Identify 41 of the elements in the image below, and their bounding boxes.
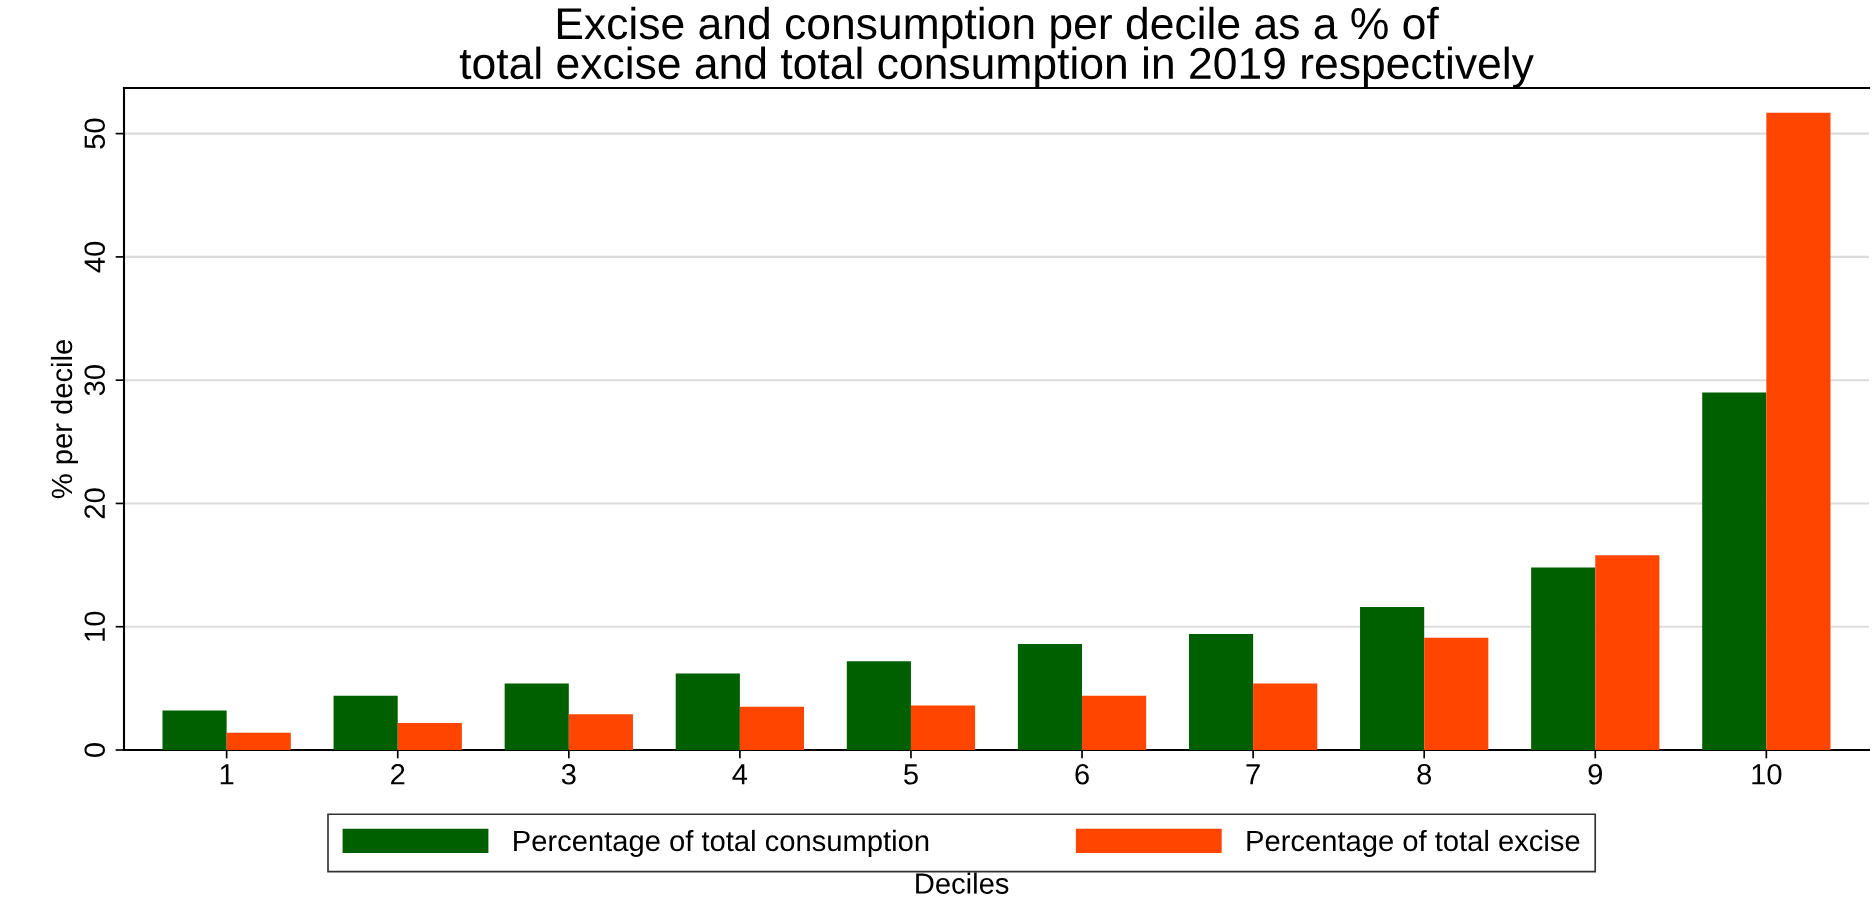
bar [397, 722, 462, 750]
bar [568, 714, 633, 750]
y-tick-label: 30 [84, 365, 106, 396]
bar [675, 673, 740, 750]
legend-label: Percentage of total consumption [514, 829, 929, 858]
bar [1766, 112, 1831, 750]
bar [1595, 555, 1660, 750]
x-tick-label: 8 [1417, 763, 1432, 785]
chart-title: Excise and consumption per decile as a % of total excise and total consumption in 2019 respectively [459, 6, 1534, 88]
bar [226, 732, 291, 750]
bar [846, 661, 911, 750]
bar [1531, 567, 1596, 750]
x-tick-label: 10 [1752, 763, 1782, 785]
legend-label: Percentage of total excise [1247, 829, 1580, 858]
bar [504, 683, 569, 750]
bar [162, 710, 227, 750]
y-tick-label: 10 [84, 611, 106, 641]
x-tick-label: 9 [1588, 763, 1602, 785]
x-tick-label: 2 [391, 763, 405, 785]
bar [1082, 695, 1147, 750]
y-tick-label: 40 [84, 241, 106, 273]
x-tick-label: 4 [732, 764, 748, 785]
bar [1702, 392, 1767, 750]
bar [1017, 643, 1083, 750]
x-tick-label: 6 [1075, 763, 1089, 785]
bar [739, 706, 805, 750]
bar [1424, 637, 1489, 750]
y-tick-label: 20 [84, 488, 106, 519]
x-tick-label: 1 [220, 764, 234, 785]
bar [1188, 634, 1254, 750]
bar [333, 695, 398, 750]
y-tick-label: 50 [84, 118, 106, 149]
y-tick-label: 0 [84, 743, 106, 757]
x-tick-label: 3 [561, 763, 576, 785]
x-tick-label: 5 [904, 764, 918, 785]
x-axis-title: Deciles [916, 872, 1009, 894]
y-axis-title: % per decile [50, 340, 79, 499]
x-tick-label: 7 [1246, 764, 1260, 785]
bar [1253, 683, 1318, 750]
bar [1360, 607, 1425, 750]
bar [910, 705, 976, 750]
